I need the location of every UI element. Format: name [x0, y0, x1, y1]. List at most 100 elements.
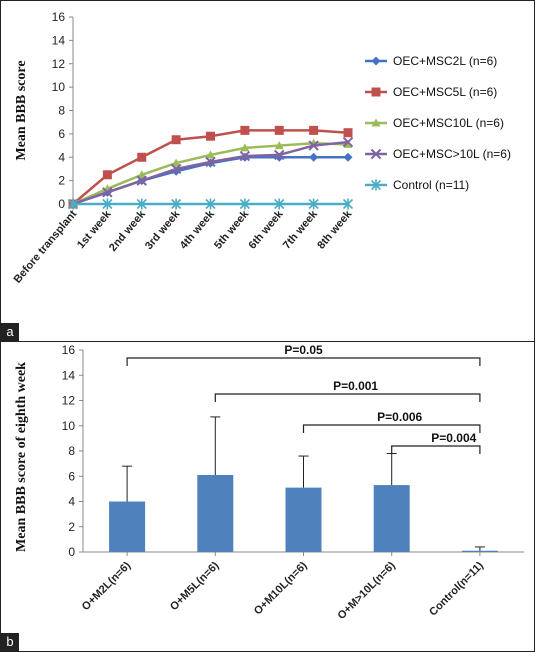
- legend-item: OEC+MSC5L (n=6): [365, 85, 497, 99]
- data-point: [136, 175, 147, 186]
- data-point: [137, 152, 147, 162]
- x-tick-label: 7th week: [281, 208, 321, 252]
- x-tick-label: O+M5L(n=6): [168, 559, 222, 613]
- legend-swatch-marker: [371, 87, 381, 97]
- y-tick-label: 2: [68, 520, 75, 534]
- data-point: [67, 198, 79, 210]
- bar-o-m2l-n-6: [109, 501, 146, 552]
- p-value-label: P=0.006: [377, 410, 422, 424]
- legend-swatch-marker: [370, 179, 382, 191]
- data-point: [239, 198, 250, 210]
- legend-label: OEC+MSC>10L (n=6): [393, 147, 511, 161]
- x-tick-label: 4th week: [178, 208, 218, 252]
- bracket-line: [391, 445, 481, 454]
- y-tick-label: 0: [68, 545, 75, 559]
- x-tick-label: 5th week: [212, 208, 252, 252]
- data-point: [137, 170, 147, 179]
- data-point: [308, 198, 319, 210]
- y-tick-label: 16: [62, 343, 76, 357]
- x-tick-label: 3rd week: [143, 208, 183, 252]
- line-chart-svg: 0 2 4 6 8 10 12 14 16 Mean BBB score Before transp…: [12, 10, 511, 286]
- significance-bracket: P=0.001: [214, 379, 481, 402]
- legend-item: Control (n=11): [365, 178, 469, 192]
- data-point: [274, 125, 284, 135]
- bar-chart-svg: 0 2 4 6 8 10 12 14 16 Mean BBB score of eighth we…: [14, 343, 524, 622]
- legend-item: OEC+MSC2L (n=6): [365, 54, 497, 68]
- y-tick-label: 10: [52, 80, 66, 94]
- significance-bracket: P=0.004: [391, 431, 481, 454]
- y-tick-label: 12: [62, 394, 76, 408]
- x-tick-label: O+M2L(n=6): [80, 559, 134, 613]
- legend-swatch-marker: [370, 148, 382, 160]
- y-tick-label: 12: [52, 57, 66, 71]
- data-point: [240, 125, 250, 135]
- legend-swatch-marker: [371, 118, 381, 127]
- data-point: [274, 198, 285, 210]
- significance-bracket: P=0.05: [126, 343, 481, 366]
- data-point: [343, 128, 353, 138]
- y-tick-label: 10: [62, 419, 76, 433]
- y-tick-label: 8: [58, 104, 65, 118]
- p-value-label: P=0.004: [431, 431, 476, 445]
- x-tick-label: 8th week: [315, 208, 355, 252]
- panel-label-b: b: [1, 633, 19, 651]
- data-point: [206, 131, 215, 141]
- data-point: [136, 198, 147, 210]
- y-tick-label: 4: [68, 495, 75, 509]
- legend-swatch-marker: [371, 56, 381, 66]
- y-tick-label: 14: [62, 368, 76, 382]
- legend-label: Control (n=11): [393, 178, 469, 192]
- data-point: [239, 150, 251, 162]
- y-tick-label: 14: [52, 33, 66, 47]
- x-tick-label: O+M10L(n=6): [252, 559, 310, 617]
- legend-label: OEC+MSC2L (n=6): [393, 54, 497, 68]
- bar-o-m5l-n-6: [197, 474, 234, 552]
- bar-o-m-10l-n-6: [373, 485, 410, 552]
- data-point: [342, 136, 354, 148]
- data-point: [274, 149, 285, 161]
- y-axis-title: Mean BBB score: [14, 60, 29, 160]
- y-tick-label: 16: [52, 10, 66, 24]
- data-point: [240, 143, 250, 152]
- panel-a-line-chart: 0 2 4 6 8 10 12 14 16 Mean BBB score Before transp…: [0, 0, 535, 342]
- significance-bracket: P=0.006: [302, 410, 481, 433]
- x-tick-label: 2nd week: [107, 208, 149, 254]
- data-point: [102, 198, 113, 210]
- y-tick-label: 6: [58, 127, 65, 141]
- data-point: [170, 163, 182, 175]
- data-point: [342, 198, 354, 210]
- x-tick-label: Control(n=11): [427, 559, 486, 618]
- legend-label: OEC+MSC5L (n=6): [393, 85, 497, 99]
- data-point: [102, 187, 113, 198]
- y-tick-label: 6: [68, 469, 75, 483]
- panel-b-bar-chart: 0 2 4 6 8 10 12 14 16 Mean BBB score of eighth we…: [0, 341, 535, 652]
- series-oec-msc-10l-n-6: [67, 136, 354, 210]
- data-point: [206, 150, 215, 159]
- legend-item: OEC+MSC>10L (n=6): [365, 147, 511, 161]
- x-tick-label: Before transplant: [12, 208, 80, 286]
- data-point: [274, 141, 284, 150]
- bracket-line: [302, 424, 481, 433]
- bar-control-n-11: [461, 550, 498, 552]
- data-point: [102, 170, 112, 180]
- data-point: [309, 125, 319, 135]
- data-point: [205, 198, 216, 210]
- data-point: [343, 152, 353, 162]
- data-point: [171, 198, 182, 210]
- p-value-label: P=0.05: [284, 343, 323, 357]
- legend-item: OEC+MSC10L (n=6): [365, 116, 504, 130]
- x-tick-label: O+M>10L(n=6): [336, 559, 399, 622]
- data-point: [309, 152, 319, 162]
- data-point: [205, 156, 216, 168]
- y-tick-label: 0: [58, 197, 65, 211]
- panel-label-a: a: [1, 323, 19, 341]
- data-point: [308, 140, 319, 151]
- bar-o-m10l-n-6: [285, 487, 322, 552]
- p-value-label: P=0.001: [333, 379, 378, 393]
- y-tick-label: 4: [58, 150, 65, 164]
- data-point: [171, 158, 181, 167]
- data-point: [171, 135, 181, 145]
- y-tick-label: 2: [58, 174, 65, 188]
- y-tick-label: 8: [68, 444, 75, 458]
- legend-label: OEC+MSC10L (n=6): [393, 116, 504, 130]
